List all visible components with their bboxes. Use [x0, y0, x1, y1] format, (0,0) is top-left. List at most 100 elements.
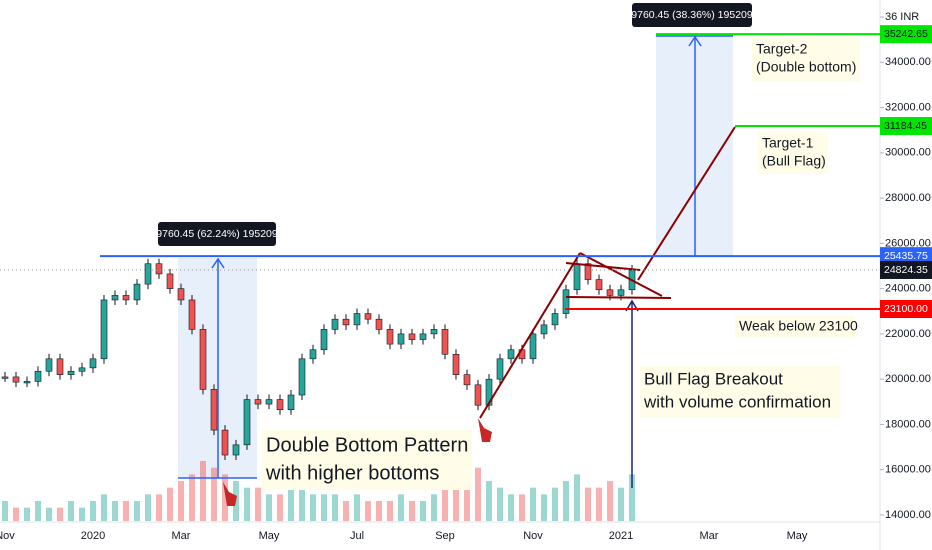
- volume-bar: [189, 474, 195, 521]
- price-tag-label: 24824.35: [884, 264, 928, 276]
- volume-bar: [200, 461, 206, 521]
- candle-body: [188, 299, 196, 330]
- y-tick-label: 24000.00: [885, 283, 931, 295]
- volume-bar: [442, 487, 448, 521]
- price-tag: [880, 260, 932, 279]
- candle-body: [309, 349, 317, 360]
- arrow-head: [211, 257, 225, 269]
- volume-bar: [123, 501, 129, 521]
- y-tick-label: 34000.00: [885, 56, 931, 68]
- volume-bar: [57, 507, 63, 521]
- price-tag: [880, 117, 932, 136]
- candle-body: [298, 358, 306, 396]
- measure-label: 9760.45 (62.24%) 195209: [156, 228, 278, 240]
- volume-bar: [101, 494, 107, 521]
- candle-body: [617, 289, 625, 296]
- volume-bar: [68, 501, 74, 521]
- note: (Double bottom): [756, 59, 856, 75]
- candle-body: [254, 399, 262, 405]
- hand-icon: [478, 418, 492, 442]
- x-tick-label: May: [787, 530, 808, 542]
- volume-bar: [475, 467, 481, 521]
- price-tag: [880, 300, 932, 319]
- volume-bar: [46, 507, 52, 521]
- candle-body: [397, 333, 405, 345]
- y-tick-label: 36 INR: [885, 11, 919, 23]
- candle-body: [67, 370, 75, 375]
- note-bg: [262, 430, 472, 490]
- x-tick-label: 2020: [81, 530, 105, 542]
- volume-bar: [266, 494, 272, 521]
- candle-body: [199, 329, 207, 390]
- volume-bar: [332, 494, 338, 521]
- candle-body: [111, 295, 119, 301]
- candle-body: [364, 313, 372, 320]
- volume-bar: [222, 474, 228, 521]
- candle-body: [507, 349, 515, 360]
- volume-bar: [453, 487, 459, 521]
- volume-bar: [211, 467, 217, 521]
- volume-bar: [541, 494, 547, 521]
- candle-body: [474, 384, 482, 406]
- volume-bar: [79, 507, 85, 521]
- candle-body: [177, 288, 185, 301]
- candle-body: [342, 318, 350, 326]
- x-tick-label: Mar: [700, 530, 719, 542]
- price-tag-label: 31184.45: [884, 120, 927, 132]
- candle-body: [408, 333, 416, 340]
- candle-body: [287, 394, 295, 411]
- candle-body: [595, 279, 603, 291]
- trend-lines: [479, 126, 736, 419]
- measure-label-bg: [158, 222, 276, 246]
- volume-bar: [90, 501, 96, 521]
- candle-body: [166, 273, 174, 289]
- candle-body: [276, 399, 284, 411]
- x-tick-label: 2021: [609, 530, 633, 542]
- price-tag-label: 35242.65: [884, 28, 928, 40]
- volume-bar: [409, 501, 415, 521]
- volume-bar: [156, 494, 162, 521]
- note: with volume confirmation: [643, 392, 831, 411]
- volume-bar: [145, 494, 151, 521]
- volume-bar: [508, 494, 514, 521]
- candle-body: [265, 399, 273, 405]
- candle-body: [232, 444, 240, 456]
- y-tick-label: 18000.00: [885, 418, 931, 430]
- volume-bar: [2, 501, 8, 521]
- volume-bar: [596, 487, 602, 521]
- volume-bar: [519, 494, 525, 521]
- candle-body: [210, 389, 218, 431]
- x-tick-label: Mar: [172, 530, 191, 542]
- candle-body: [23, 381, 31, 384]
- candle-body: [562, 289, 570, 314]
- candle-body: [243, 399, 251, 446]
- candle-body: [375, 318, 383, 330]
- volume-bar: [167, 487, 173, 521]
- candle-body: [540, 324, 548, 335]
- volume-bar: [299, 487, 305, 521]
- note: Bull Flag Breakout: [644, 369, 783, 388]
- volume-bar: [288, 487, 294, 521]
- measure-label-bg: [632, 3, 752, 27]
- candle-body: [45, 358, 53, 372]
- candle-body: [529, 333, 537, 360]
- hand-icon: [223, 482, 237, 506]
- x-tick-label: Nov: [523, 530, 543, 542]
- candle-body: [1, 376, 9, 379]
- price-tag: [880, 247, 932, 266]
- volume-bar: [321, 494, 327, 521]
- y-tick-label: 14000.00: [885, 509, 931, 521]
- volume-bar: [552, 487, 558, 521]
- candle-body: [573, 263, 581, 291]
- volume-bar: [574, 474, 580, 521]
- volume-bar: [24, 507, 30, 521]
- volume-bar: [354, 494, 360, 521]
- note-bg: [640, 366, 840, 418]
- arrow-head: [688, 35, 702, 47]
- candle-body: [89, 358, 97, 369]
- volume-bar: [420, 501, 426, 521]
- candle-body: [551, 313, 559, 326]
- volume-bar: [134, 501, 140, 521]
- x-tick-label: Jul: [350, 530, 364, 542]
